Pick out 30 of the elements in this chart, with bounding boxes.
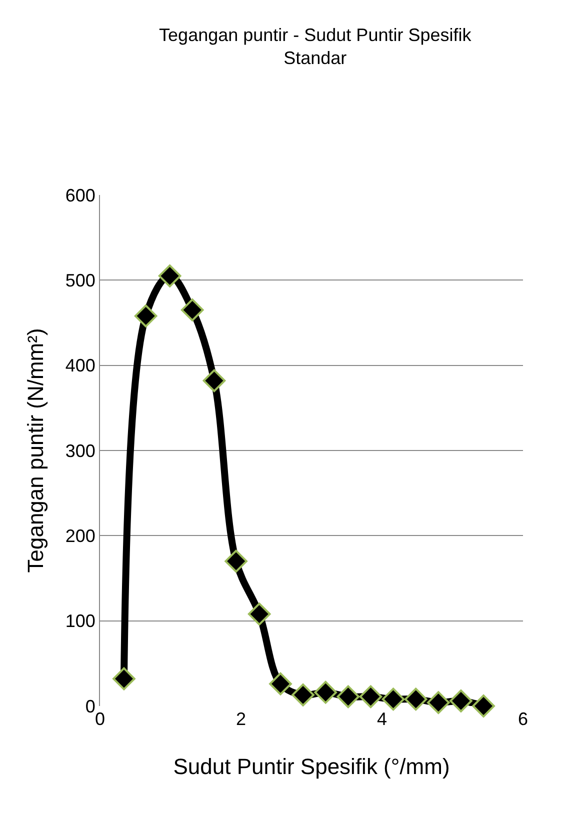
x-tick-label: 2 (236, 709, 246, 729)
point (427, 691, 450, 714)
y-tick-label: 100 (65, 611, 96, 632)
point (472, 694, 495, 718)
y-tick-label: 600 (65, 185, 96, 206)
y-tick-label: 500 (65, 270, 96, 290)
point (359, 685, 382, 708)
x-axis-title: Sudut Puntir Spesifik (°/mm) (173, 754, 450, 779)
y-tick-label: 300 (65, 440, 96, 461)
point (314, 680, 337, 704)
point (292, 684, 314, 706)
point (336, 685, 360, 708)
point (450, 689, 472, 712)
y-tick-label: 400 (65, 356, 96, 376)
point (248, 602, 271, 626)
point (158, 264, 182, 288)
x-tick-label: 4 (376, 709, 388, 729)
x-tick-label: 6 (518, 709, 528, 729)
point (202, 369, 226, 392)
point (382, 688, 405, 711)
point (269, 672, 292, 696)
point (112, 667, 136, 690)
point (224, 550, 248, 573)
y-axis-title: Tegangan puntir (N/mm²) (23, 328, 48, 573)
y-tick-label: 200 (65, 526, 96, 546)
point (180, 298, 204, 322)
point (134, 304, 158, 328)
y-tick-label: 0 (85, 696, 96, 716)
chart-title: Tegangan puntir - Sudut Puntir Spesifik Standar (159, 24, 472, 68)
point (404, 688, 428, 711)
